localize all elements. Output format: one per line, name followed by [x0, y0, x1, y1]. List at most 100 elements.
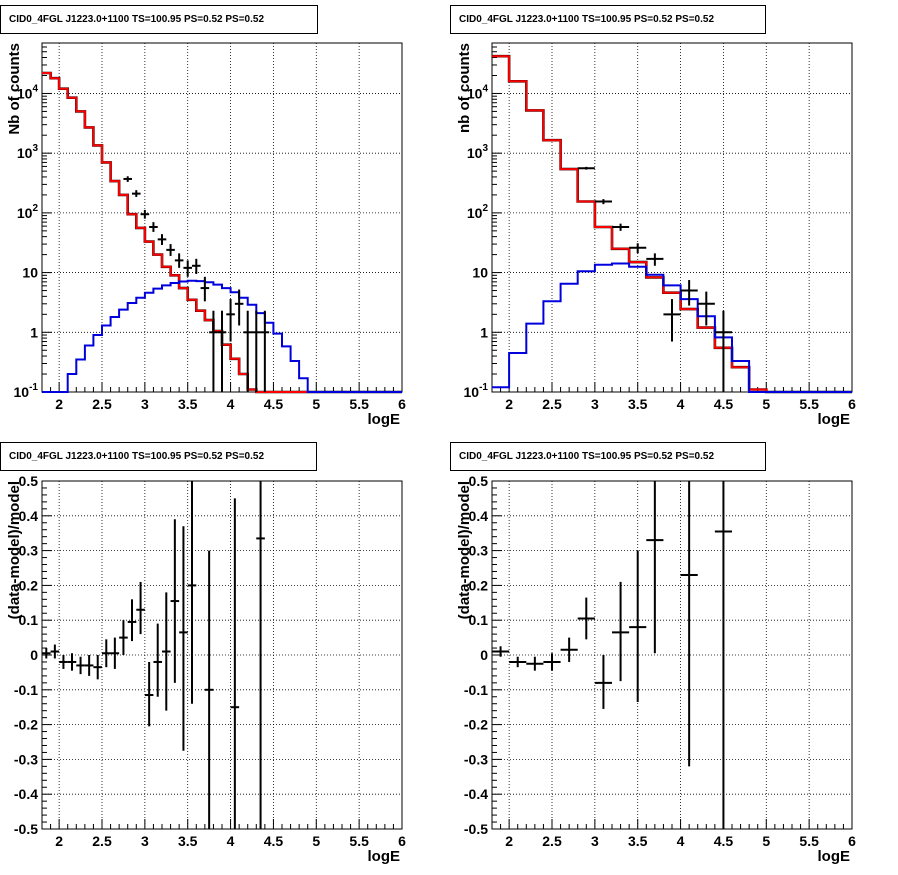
y-tick-label: 104 [17, 83, 39, 101]
data-point [714, 310, 732, 392]
y-tick-label: -0.1 [464, 682, 488, 698]
data-point [119, 620, 128, 655]
y-tick-label: 0.4 [469, 508, 489, 524]
y-tick-label: 0.1 [469, 612, 489, 628]
x-tick-label: 5.5 [349, 396, 369, 412]
histogram-series-0 [492, 54, 852, 394]
data-point [140, 209, 150, 219]
data-point [187, 481, 197, 704]
y-tick-label: 104 [467, 83, 489, 101]
y-tick-label: 1 [480, 324, 488, 340]
data-point [526, 656, 544, 671]
y-tick-label: 0 [30, 647, 38, 663]
y-tick-label: 0.4 [19, 508, 39, 524]
panel-title-top-left: CID0_4FGL J1223.0+1100 TS=100.95 PS=0.52… [0, 5, 318, 34]
y-tick-label: 0.2 [19, 577, 39, 593]
x-tick-label: 4.5 [264, 833, 284, 849]
data-point [123, 176, 132, 182]
data-point [183, 260, 192, 277]
data-point [577, 597, 595, 640]
panel-title-bottom-right: CID0_4FGL J1223.0+1100 TS=100.95 PS=0.52… [450, 442, 766, 471]
x-tick-label: 2.5 [542, 396, 562, 412]
data-point [714, 481, 732, 829]
y-axis-label: nb of counts [456, 43, 473, 133]
y-tick-label: -0.2 [14, 717, 38, 733]
data-point [162, 592, 171, 711]
y-tick-label: -0.3 [14, 751, 38, 767]
y-axis-label: (data-model)/model [456, 481, 473, 619]
x-tick-label: 4 [227, 833, 235, 849]
y-tick-label: -0.1 [14, 682, 38, 698]
chart-panel-1: 2 2.5 3 3.5 4 4.5 5 5.5 6 10-1 1 10 102 103 104 logE nb … [456, 42, 856, 428]
data-point [192, 258, 201, 274]
y-tick-label: 0.5 [469, 473, 489, 489]
x-tick-label: 6 [398, 396, 406, 412]
y-tick-label: -0.5 [14, 821, 38, 837]
x-tick-label: 5.5 [799, 396, 819, 412]
data-point [226, 299, 235, 342]
x-tick-label: 6 [848, 833, 856, 849]
x-tick-label: 5 [312, 833, 320, 849]
x-axis-label: logE [368, 848, 401, 865]
y-tick-label: 0.3 [19, 543, 39, 559]
histogram-series-1 [492, 55, 852, 393]
data-point [166, 244, 175, 256]
x-tick-label: 5 [312, 396, 320, 412]
data-point [243, 310, 252, 392]
data-point [67, 653, 77, 671]
y-tick-label: 0.2 [469, 577, 489, 593]
x-tick-label: 3 [141, 833, 149, 849]
data-points [42, 481, 265, 829]
data-point [50, 644, 60, 659]
data-point [136, 581, 145, 635]
plot-frame [491, 480, 853, 830]
x-tick-label: 5.5 [349, 833, 369, 849]
data-point [646, 481, 664, 654]
y-tick-label: 0.5 [19, 473, 39, 489]
data-point [179, 526, 188, 751]
data-point [149, 222, 158, 232]
x-axis-label: logE [368, 411, 401, 428]
data-point [230, 498, 240, 829]
data-point [629, 550, 647, 702]
x-tick-label: 3.5 [178, 396, 198, 412]
x-tick-label: 6 [398, 833, 406, 849]
data-point [110, 637, 120, 669]
data-point [217, 310, 227, 392]
data-point [594, 199, 612, 205]
y-tick-label: 10-1 [14, 382, 39, 400]
data-point [663, 299, 681, 342]
data-point [157, 234, 167, 245]
y-tick-label: 103 [17, 143, 39, 161]
data-point [629, 243, 647, 254]
data-point [200, 276, 210, 302]
data-point [153, 623, 162, 697]
data-point [76, 656, 85, 675]
data-points [123, 176, 270, 392]
x-tick-label: 3.5 [628, 396, 648, 412]
plot-frame [491, 42, 853, 393]
x-tick-label: 2 [55, 396, 63, 412]
x-tick-label: 4.5 [264, 396, 284, 412]
y-axis-label: Nb of counts [6, 43, 23, 135]
x-tick-label: 5 [762, 396, 770, 412]
y-tick-label: -0.2 [464, 717, 488, 733]
data-point [144, 661, 154, 727]
data-point [560, 637, 578, 662]
x-tick-label: 3.5 [628, 833, 648, 849]
data-point [612, 223, 630, 231]
panel-title-bottom-left: CID0_4FGL J1223.0+1100 TS=100.95 PS=0.52… [0, 442, 317, 471]
data-point [132, 190, 141, 197]
y-tick-label: 1 [30, 324, 38, 340]
data-point [102, 639, 111, 668]
x-tick-label: 3 [141, 396, 149, 412]
data-point [252, 310, 261, 392]
chart-panel-2: 2 2.5 3 3.5 4 4.5 5 5.5 6 -0.5 -0.4 -0.3 -0.2 -0.1 0 0.… [6, 473, 406, 865]
x-tick-label: 4.5 [714, 396, 734, 412]
x-tick-label: 4 [677, 833, 685, 849]
x-tick-label: 2 [505, 833, 513, 849]
y-tick-label: 10-1 [464, 382, 489, 400]
data-point [93, 655, 102, 680]
y-tick-label: 0.1 [19, 612, 39, 628]
y-tick-label: 0 [480, 647, 488, 663]
